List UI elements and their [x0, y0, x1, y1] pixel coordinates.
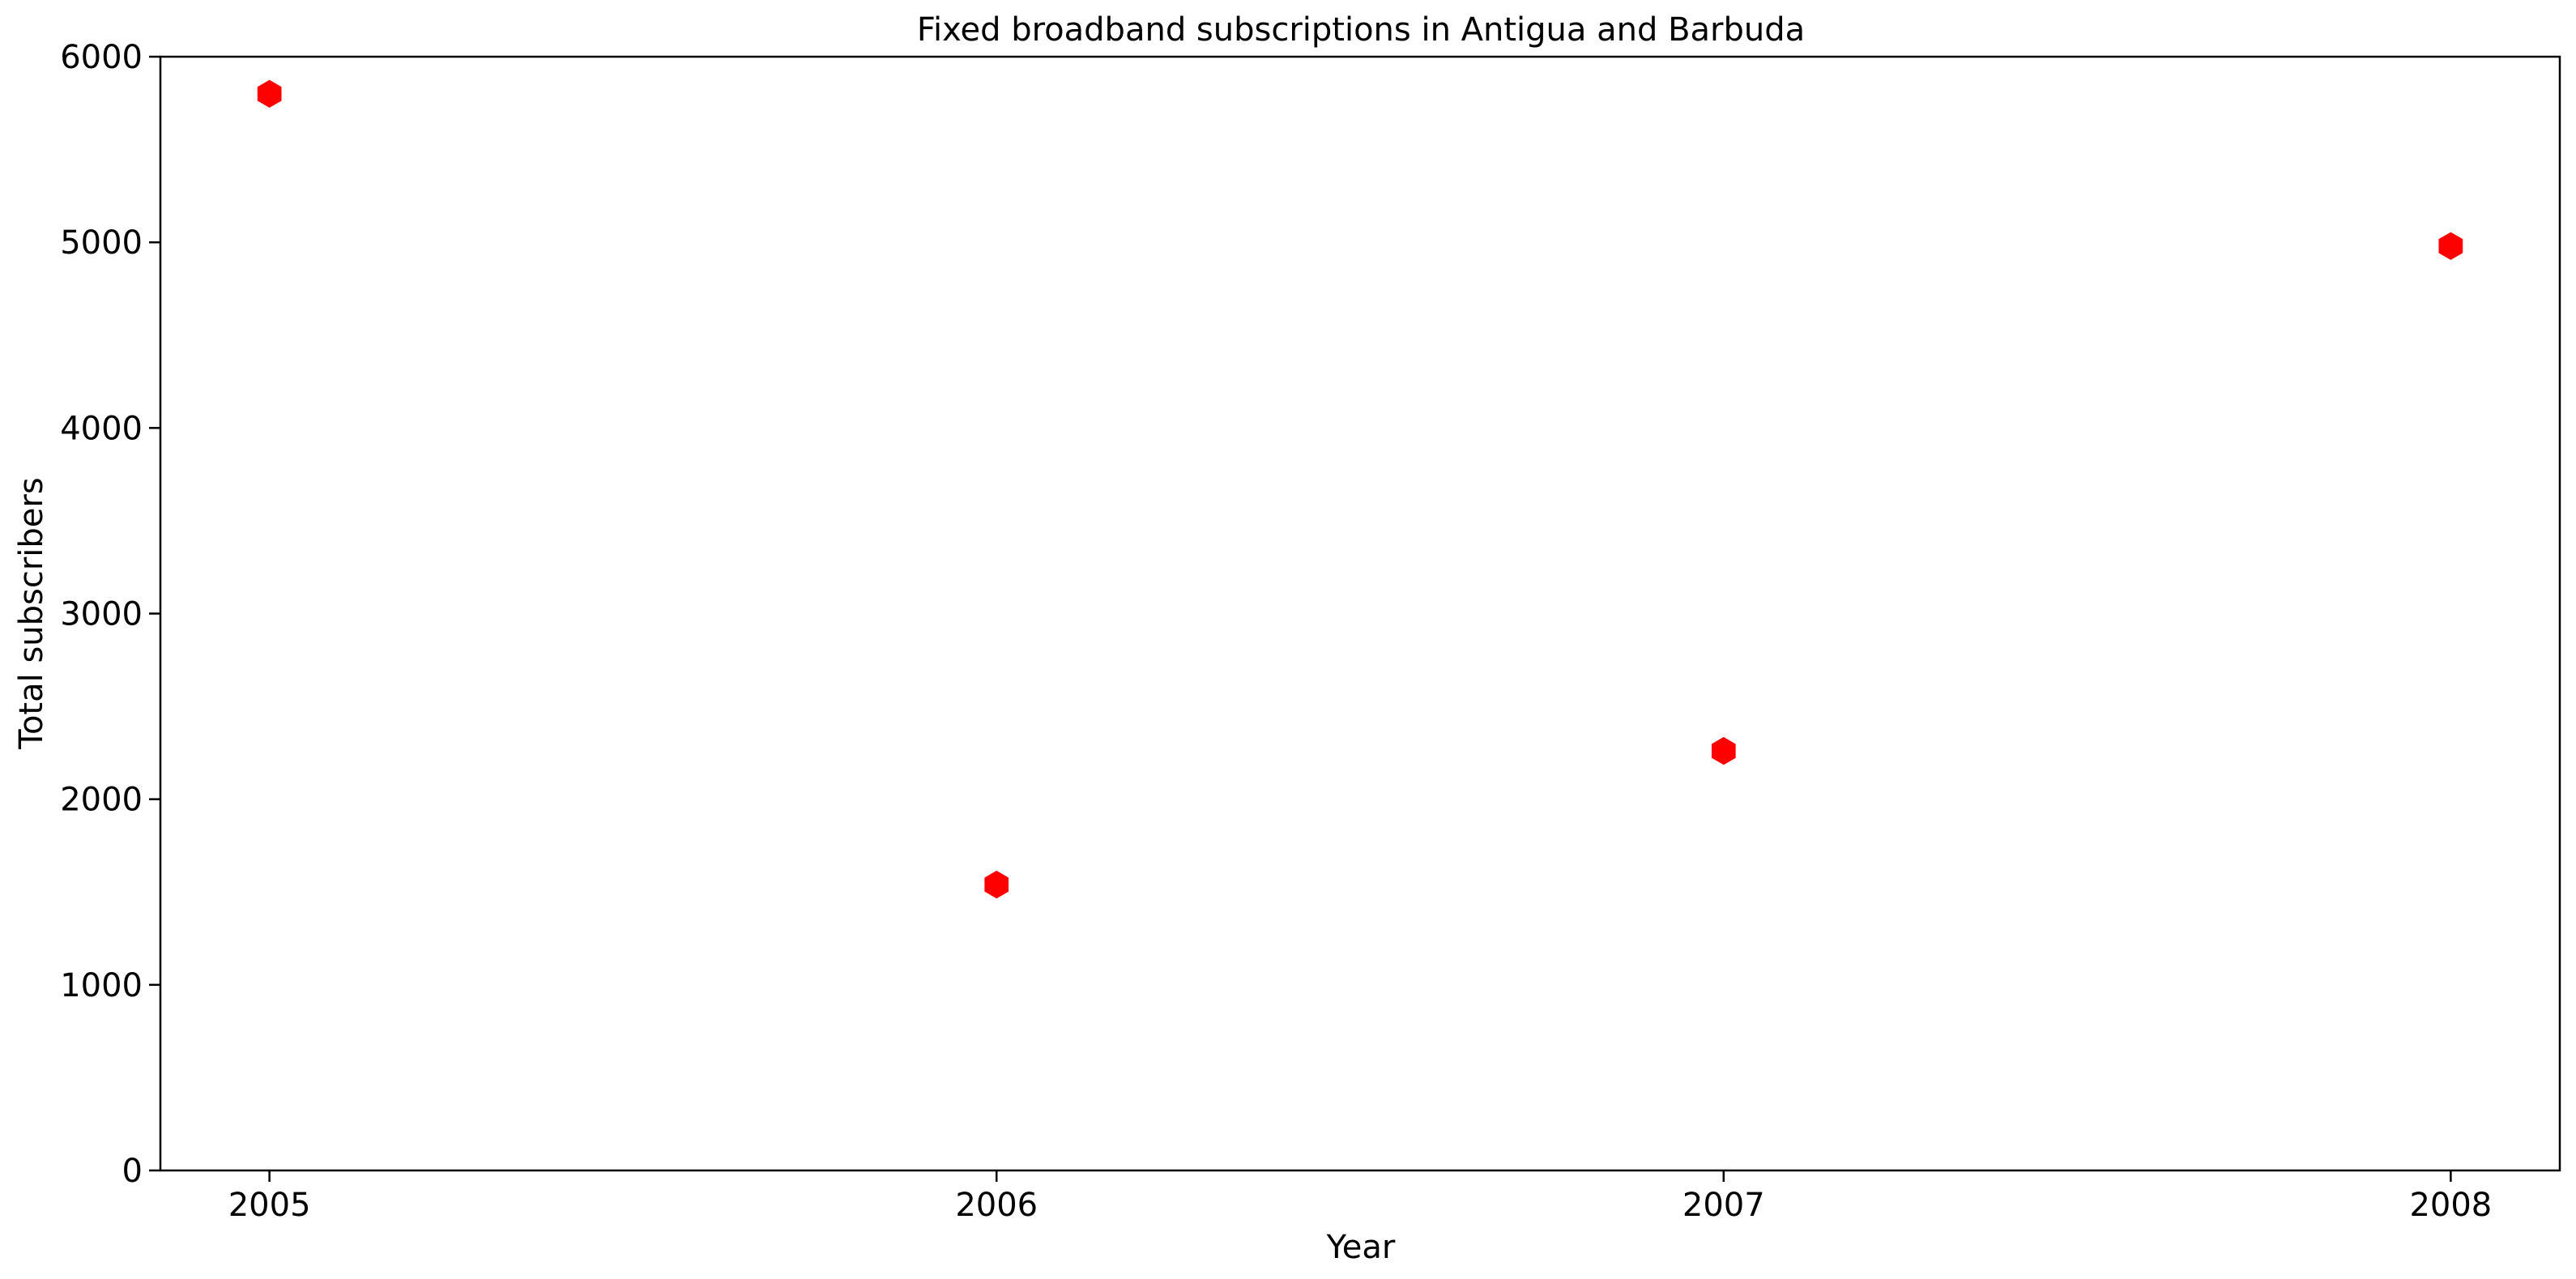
y-tick-label: 4000 [60, 410, 143, 447]
data-point [1711, 736, 1736, 765]
y-tick-label: 0 [122, 1153, 143, 1190]
y-tick-label: 1000 [60, 967, 143, 1004]
x-tick-label: 2005 [228, 1187, 311, 1224]
y-tick-label: 3000 [60, 596, 143, 633]
data-point [257, 79, 282, 108]
x-axis-ticks: 2005 2006 2007 2008 [228, 1170, 2492, 1224]
plot-area-frame [159, 55, 2561, 1172]
y-tick-label: 6000 [60, 39, 143, 76]
x-tick-label: 2006 [955, 1187, 1038, 1224]
y-axis-title: Total subscribers [13, 477, 50, 749]
data-point [2438, 232, 2463, 260]
x-axis-title: Year [1326, 1229, 1396, 1266]
data-point [984, 870, 1009, 899]
x-tick-label: 2008 [2409, 1187, 2492, 1224]
chart-title: Fixed broadband subscriptions in Antigua… [917, 11, 1805, 49]
data-points [257, 79, 2463, 899]
x-tick-label: 2007 [1683, 1187, 1765, 1224]
y-axis-ticks: 0 1000 2000 3000 4000 5000 6000 [60, 39, 160, 1190]
y-tick-label: 5000 [60, 224, 143, 262]
y-tick-label: 2000 [60, 782, 143, 819]
